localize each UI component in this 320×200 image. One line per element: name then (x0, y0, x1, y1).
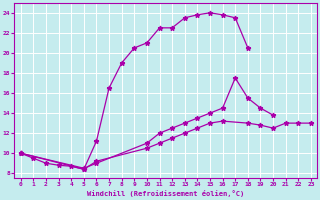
X-axis label: Windchill (Refroidissement éolien,°C): Windchill (Refroidissement éolien,°C) (87, 190, 244, 197)
